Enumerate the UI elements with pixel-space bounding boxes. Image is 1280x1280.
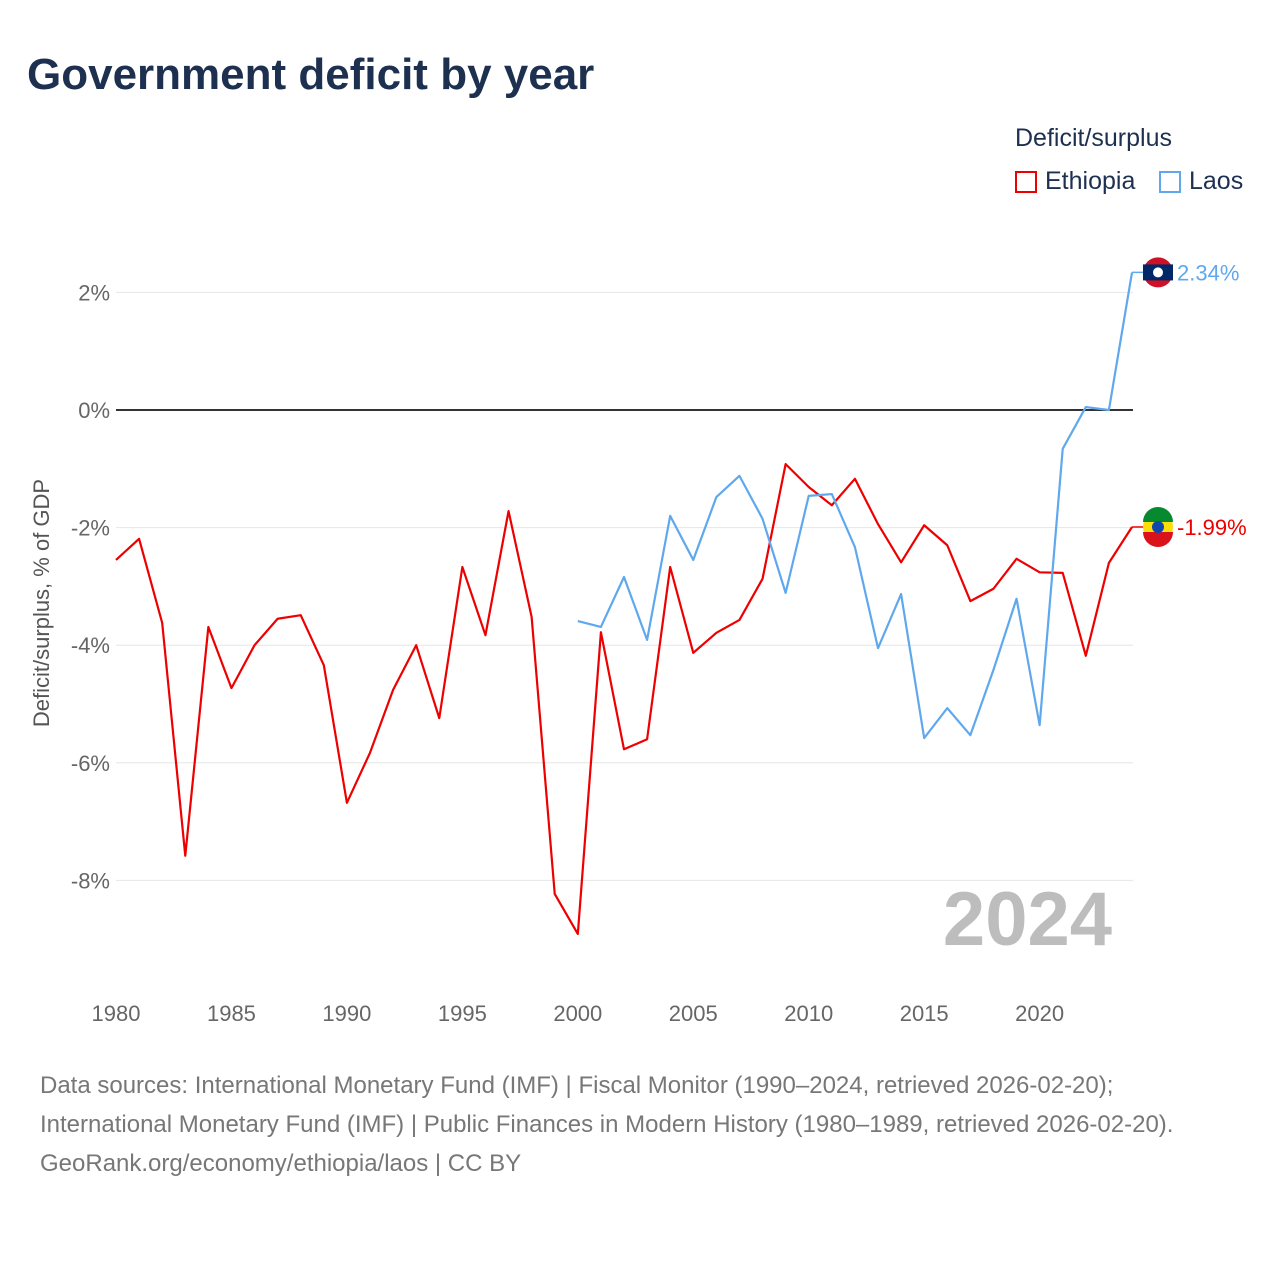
x-tick-label: 1995 <box>438 1001 487 1026</box>
legend-swatch-laos <box>1159 170 1181 193</box>
end-value-label: 2.34% <box>1177 260 1239 285</box>
y-tick-label: -8% <box>71 868 110 893</box>
sources-text: Data sources: International Monetary Fun… <box>40 1072 1174 1138</box>
x-tick-label: 2010 <box>784 1001 833 1026</box>
x-tick-label: 2005 <box>669 1001 718 1026</box>
legend-swatch-ethiopia <box>1015 170 1037 193</box>
x-tick-label: 1985 <box>207 1001 256 1026</box>
year-label: 2024 <box>943 877 1112 962</box>
attribution: GeoRank.org/economy/ethiopia/laos | CC B… <box>40 1150 522 1177</box>
legend-title: Deficit/surplus <box>1015 124 1172 152</box>
x-tick-label: 1990 <box>322 1001 371 1026</box>
legend-item-ethiopia[interactable]: Ethiopia <box>1015 167 1135 196</box>
end-value-label: -1.99% <box>1177 515 1247 540</box>
ethiopia-flag-emblem <box>1152 521 1164 534</box>
x-tick-label: 2000 <box>553 1001 602 1026</box>
ethiopia-flag-red <box>1143 532 1173 548</box>
chart-title: Government deficit by year <box>27 50 595 99</box>
y-tick-label: -2% <box>71 516 110 541</box>
legend-label: Laos <box>1189 167 1244 195</box>
ethiopia-flag-green <box>1143 507 1173 523</box>
y-tick-label: 2% <box>78 280 110 305</box>
series-line-laos <box>577 272 1134 740</box>
legend-label: Ethiopia <box>1045 167 1136 195</box>
laos-flag-disc <box>1153 267 1163 278</box>
series-line-ethiopia <box>115 462 1133 936</box>
legend-item-laos[interactable]: Laos <box>1159 167 1243 196</box>
x-tick-label: 2020 <box>1015 1001 1064 1026</box>
sources-note: Data sources: International Monetary Fun… <box>40 1066 1240 1183</box>
x-tick-label: 2015 <box>900 1001 949 1026</box>
y-tick-label: 0% <box>78 398 110 423</box>
y-tick-label: -4% <box>71 633 110 658</box>
y-tick-label: -6% <box>71 751 110 776</box>
x-tick-label: 1980 <box>92 1001 141 1026</box>
